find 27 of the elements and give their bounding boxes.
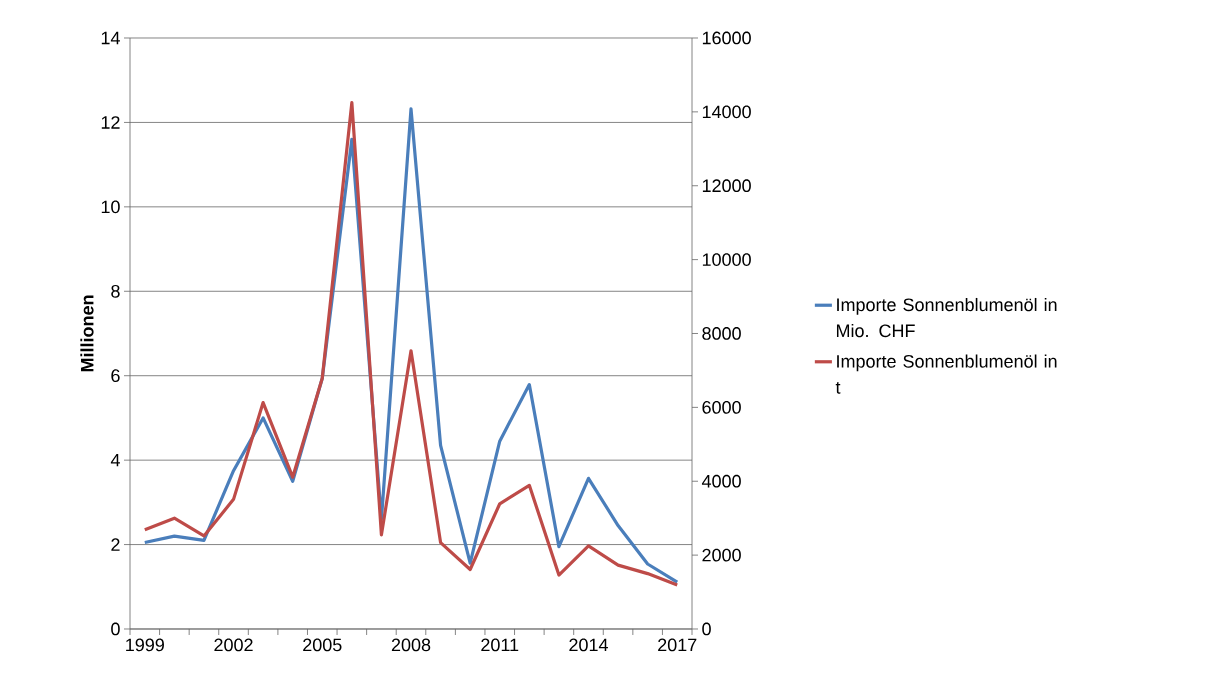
y-tick-label: 4 [110,453,120,467]
legend-label: Importe Sonnenblumenöl in t [835,354,1057,394]
y2-tick-label: 2000 [702,548,741,562]
x-tick-label: 2008 [391,638,431,652]
y-axis-title: Millionen [80,295,94,372]
x-tick-label: 2014 [569,638,608,652]
y2-tick-label: 16000 [702,31,751,45]
y-tick-label: 10 [101,200,120,214]
y2-tick-label: 12000 [702,179,751,193]
y2-tick-label: 14000 [702,105,751,119]
y2-tick-label: 8000 [702,327,741,340]
y-tick-label: 0 [111,622,120,636]
y-tick-label: 8 [111,284,120,298]
x-tick-label: 2002 [214,638,253,652]
y-tick-label: 2 [111,538,120,551]
x-tick-label: 2017 [658,638,697,652]
y-tick-label: 12 [101,116,120,129]
y-tick-label: 6 [111,369,120,383]
y2-tick-label: 0 [702,622,711,636]
y2-tick-label: 6000 [702,400,741,414]
y2-tick-label: 10000 [702,253,751,266]
x-tick-label: 1999 [126,638,164,652]
x-tick-label: 2011 [481,638,519,652]
y-tick-label: 14 [101,31,120,45]
legend-label: Importe Sonnenblumenöl in Mio. CHF [836,297,1057,338]
y2-tick-label: 4000 [701,474,741,488]
x-tick-label: 2005 [303,638,342,652]
